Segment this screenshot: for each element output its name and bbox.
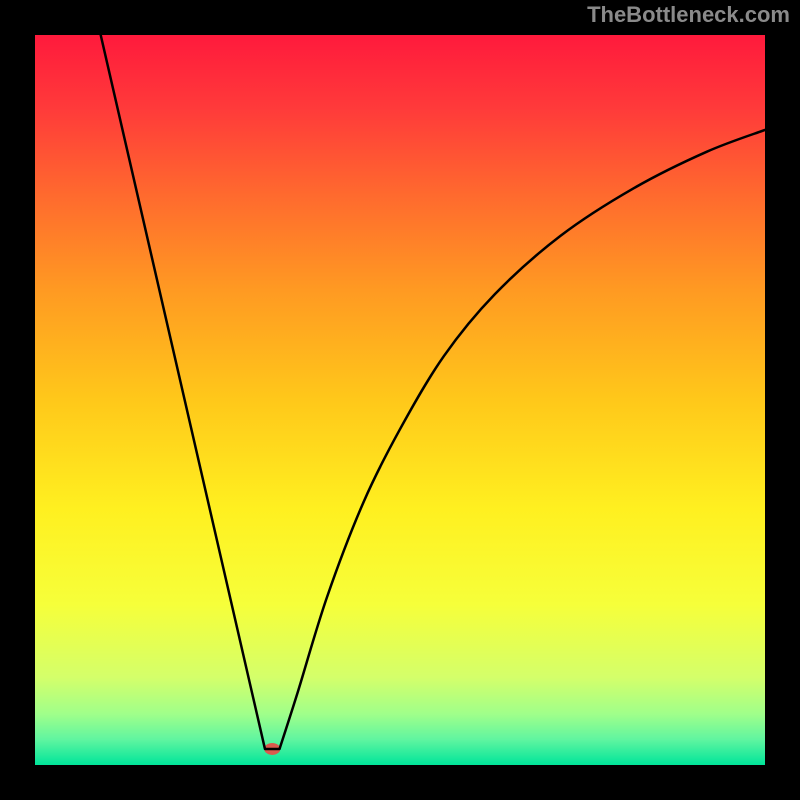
chart-frame: TheBottleneck.com xyxy=(0,0,800,800)
watermark-text: TheBottleneck.com xyxy=(587,2,790,28)
bottleneck-chart xyxy=(0,0,800,800)
plot-background xyxy=(35,35,765,765)
